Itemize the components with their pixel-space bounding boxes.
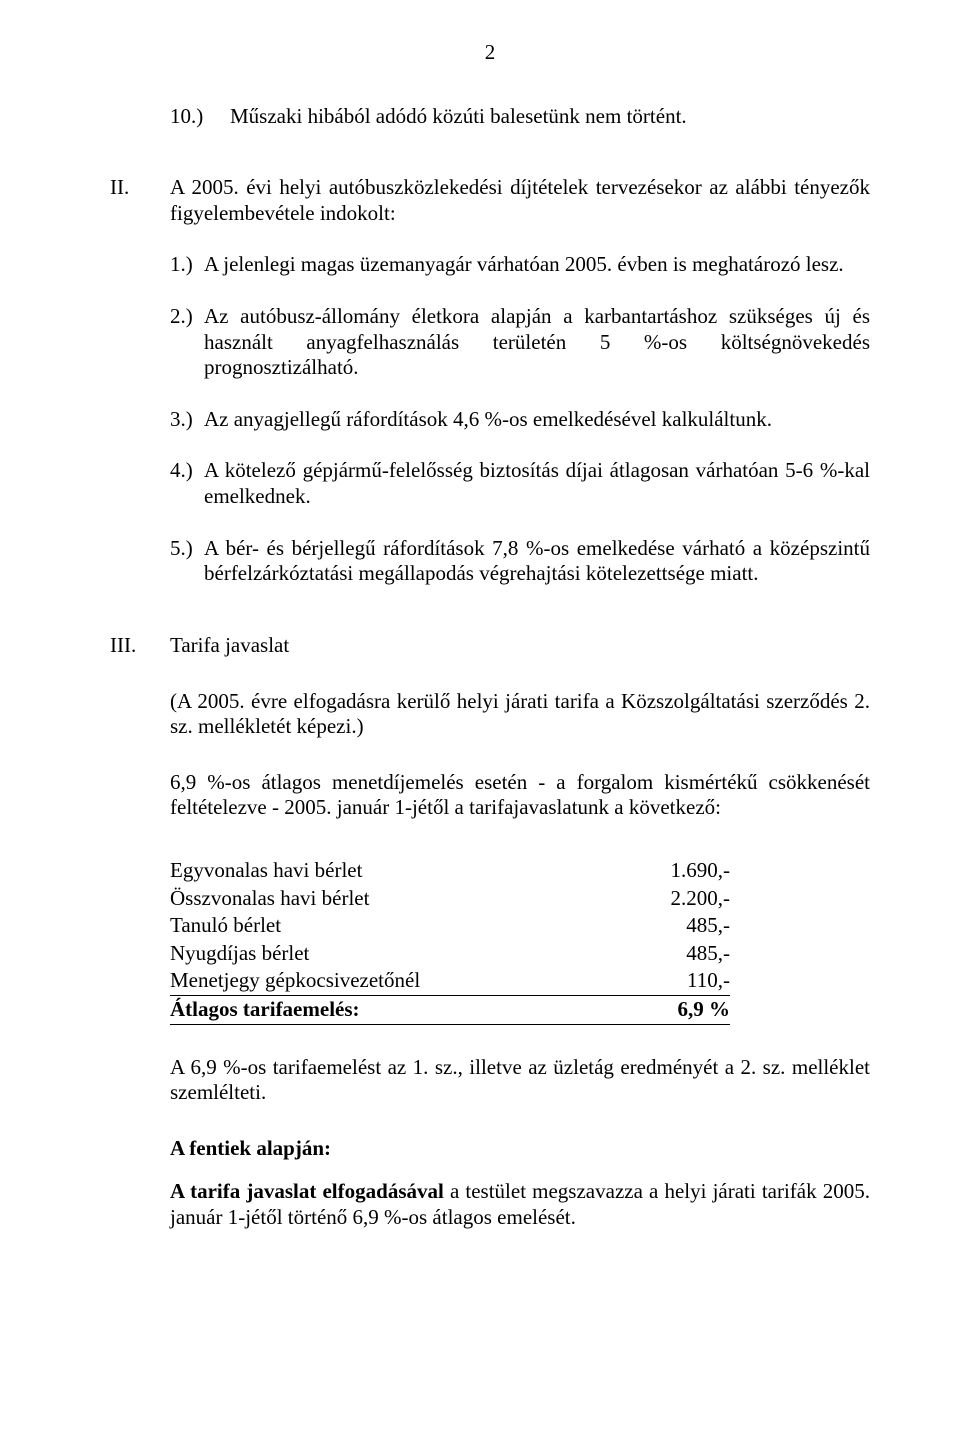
closing-label: A fentiek alapján: xyxy=(170,1136,870,1162)
item-text: A bér- és bérjellegű ráfordítások 7,8 %-… xyxy=(204,536,870,587)
item-number: 4.) xyxy=(170,458,204,484)
item-number: 10.) xyxy=(170,104,230,130)
tariff-value: 485,- xyxy=(610,913,730,939)
closing-paragraph: A tarifa javaslat elfogadásával a testül… xyxy=(170,1179,870,1230)
tariff-value: 2.200,- xyxy=(610,886,730,912)
item-text: Az autóbusz-állomány életkora alapján a … xyxy=(204,304,870,381)
list-item: 5.) A bér- és bérjellegű ráfordítások 7,… xyxy=(170,536,870,587)
section-iii-p3: A 6,9 %-os tarifaemelést az 1. sz., ille… xyxy=(170,1055,870,1106)
section-iii-p2: 6,9 %-os átlagos menetdíjemelés esetén -… xyxy=(170,770,870,821)
item-number: 3.) xyxy=(170,407,204,433)
table-row: Nyugdíjas bérlet 485,- xyxy=(170,940,730,968)
section-iii-p1: (A 2005. évre elfogadásra kerülő helyi j… xyxy=(170,689,870,740)
section-10: 10.) Műszaki hibából adódó közúti balese… xyxy=(170,104,870,130)
section-label: II. xyxy=(110,175,170,201)
section-label: III. xyxy=(110,633,170,659)
tariff-label: Összvonalas havi bérlet xyxy=(170,886,369,912)
item-number: 5.) xyxy=(170,536,204,562)
document-page: 2 10.) Műszaki hibából adódó közúti bale… xyxy=(0,0,960,1440)
tariff-value: 110,- xyxy=(610,968,730,994)
list-item: 1.) A jelenlegi magas üzemanyagár várhat… xyxy=(170,252,870,278)
item-number: 2.) xyxy=(170,304,204,330)
table-row: Tanuló bérlet 485,- xyxy=(170,912,730,940)
tariff-table: Egyvonalas havi bérlet 1.690,- Összvonal… xyxy=(170,857,730,1025)
tariff-label: Nyugdíjas bérlet xyxy=(170,941,309,967)
list-item: 3.) Az anyagjellegű ráfordítások 4,6 %-o… xyxy=(170,407,870,433)
item-number: 1.) xyxy=(170,252,204,278)
list-item: 4.) A kötelező gépjármű-felelősség bizto… xyxy=(170,458,870,509)
item-text: Az anyagjellegű ráfordítások 4,6 %-os em… xyxy=(204,407,870,433)
tariff-value: 1.690,- xyxy=(610,858,730,884)
tariff-value: 485,- xyxy=(610,941,730,967)
page-number: 2 xyxy=(110,40,870,66)
list-item: 2.) Az autóbusz-állomány életkora alapjá… xyxy=(170,304,870,381)
section-ii-intro: A 2005. évi helyi autóbuszközlekedési dí… xyxy=(170,175,870,226)
table-row: Menetjegy gépkocsivezetőnél 110,- xyxy=(170,967,730,996)
tariff-value: 6,9 % xyxy=(610,997,730,1023)
tariff-label: Egyvonalas havi bérlet xyxy=(170,858,362,884)
section-iii-title: Tarifa javaslat xyxy=(170,633,870,659)
table-row: Egyvonalas havi bérlet 1.690,- xyxy=(170,857,730,885)
tariff-label: Menetjegy gépkocsivezetőnél xyxy=(170,968,420,994)
item-text: A jelenlegi magas üzemanyagár várhatóan … xyxy=(204,252,870,278)
item-text: A kötelező gépjármű-felelősség biztosítá… xyxy=(204,458,870,509)
tariff-label: Átlagos tarifaemelés: xyxy=(170,997,360,1023)
section-iii: III. Tarifa javaslat (A 2005. évre elfog… xyxy=(110,633,870,821)
closing-bold: A tarifa javaslat elfogadásával xyxy=(170,1179,444,1203)
item-text: Műszaki hibából adódó közúti balesetünk … xyxy=(230,104,870,130)
table-row: Átlagos tarifaemelés: 6,9 % xyxy=(170,996,730,1025)
tariff-label: Tanuló bérlet xyxy=(170,913,281,939)
table-row: Összvonalas havi bérlet 2.200,- xyxy=(170,885,730,913)
section-ii: II. A 2005. évi helyi autóbuszközlekedés… xyxy=(110,175,870,587)
